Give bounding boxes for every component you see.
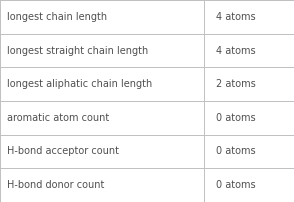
Text: 0 atoms: 0 atoms xyxy=(216,180,256,190)
Text: 0 atoms: 0 atoms xyxy=(216,146,256,157)
Text: longest aliphatic chain length: longest aliphatic chain length xyxy=(7,79,153,89)
Text: H-bond acceptor count: H-bond acceptor count xyxy=(7,146,119,157)
Text: 4 atoms: 4 atoms xyxy=(216,45,256,56)
Text: longest straight chain length: longest straight chain length xyxy=(7,45,148,56)
Text: aromatic atom count: aromatic atom count xyxy=(7,113,110,123)
Text: H-bond donor count: H-bond donor count xyxy=(7,180,105,190)
Text: longest chain length: longest chain length xyxy=(7,12,108,22)
Text: 0 atoms: 0 atoms xyxy=(216,113,256,123)
Text: 2 atoms: 2 atoms xyxy=(216,79,256,89)
Text: 4 atoms: 4 atoms xyxy=(216,12,256,22)
